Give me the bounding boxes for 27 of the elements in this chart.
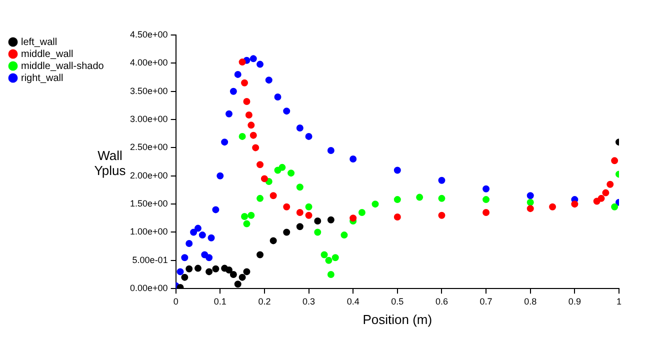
y-tick-label: 0.00e+00: [130, 283, 168, 294]
y-axis-title: Wall Yplus: [93, 148, 127, 178]
legend-label: left_wall: [21, 36, 58, 48]
x-axis-title: Position (m): [362, 312, 432, 327]
y-tick-label: 4.00e+00: [130, 58, 168, 68]
x-tick-label: 0: [173, 296, 178, 306]
y-tick-label: 5.00e-01: [132, 254, 168, 265]
x-tick-label: 0.4: [346, 296, 360, 306]
y-tick-label: 3.00e+00: [130, 114, 168, 124]
x-tick-label: 1: [616, 296, 622, 306]
x-tick-label: 0.2: [258, 296, 271, 306]
x-tick-label: 0.8: [524, 296, 537, 306]
x-tick-label: 0.1: [214, 296, 226, 306]
x-tick-label: 0.6: [435, 296, 448, 306]
y-tick-label: 1.50e+00: [130, 198, 168, 209]
y-tick-label: 4.50e+00: [130, 29, 168, 40]
x-tick-label: 0.3: [302, 296, 316, 306]
y-tick-label: 2.00e+00: [130, 170, 168, 180]
y-tick-label: 3.50e+00: [130, 86, 168, 96]
x-tick-label: 0.5: [391, 296, 404, 306]
y-tick-label: 1.00e+00: [130, 226, 168, 237]
legend-label: right_wall: [21, 72, 64, 84]
x-tick-label: 0.7: [480, 296, 492, 306]
legend-label: middle_wall: [21, 48, 74, 60]
y-tick-label: 2.50e+00: [130, 142, 168, 152]
x-tick-label: 0.9: [568, 296, 581, 306]
legend-label: middle_wall-shado: [21, 60, 104, 72]
